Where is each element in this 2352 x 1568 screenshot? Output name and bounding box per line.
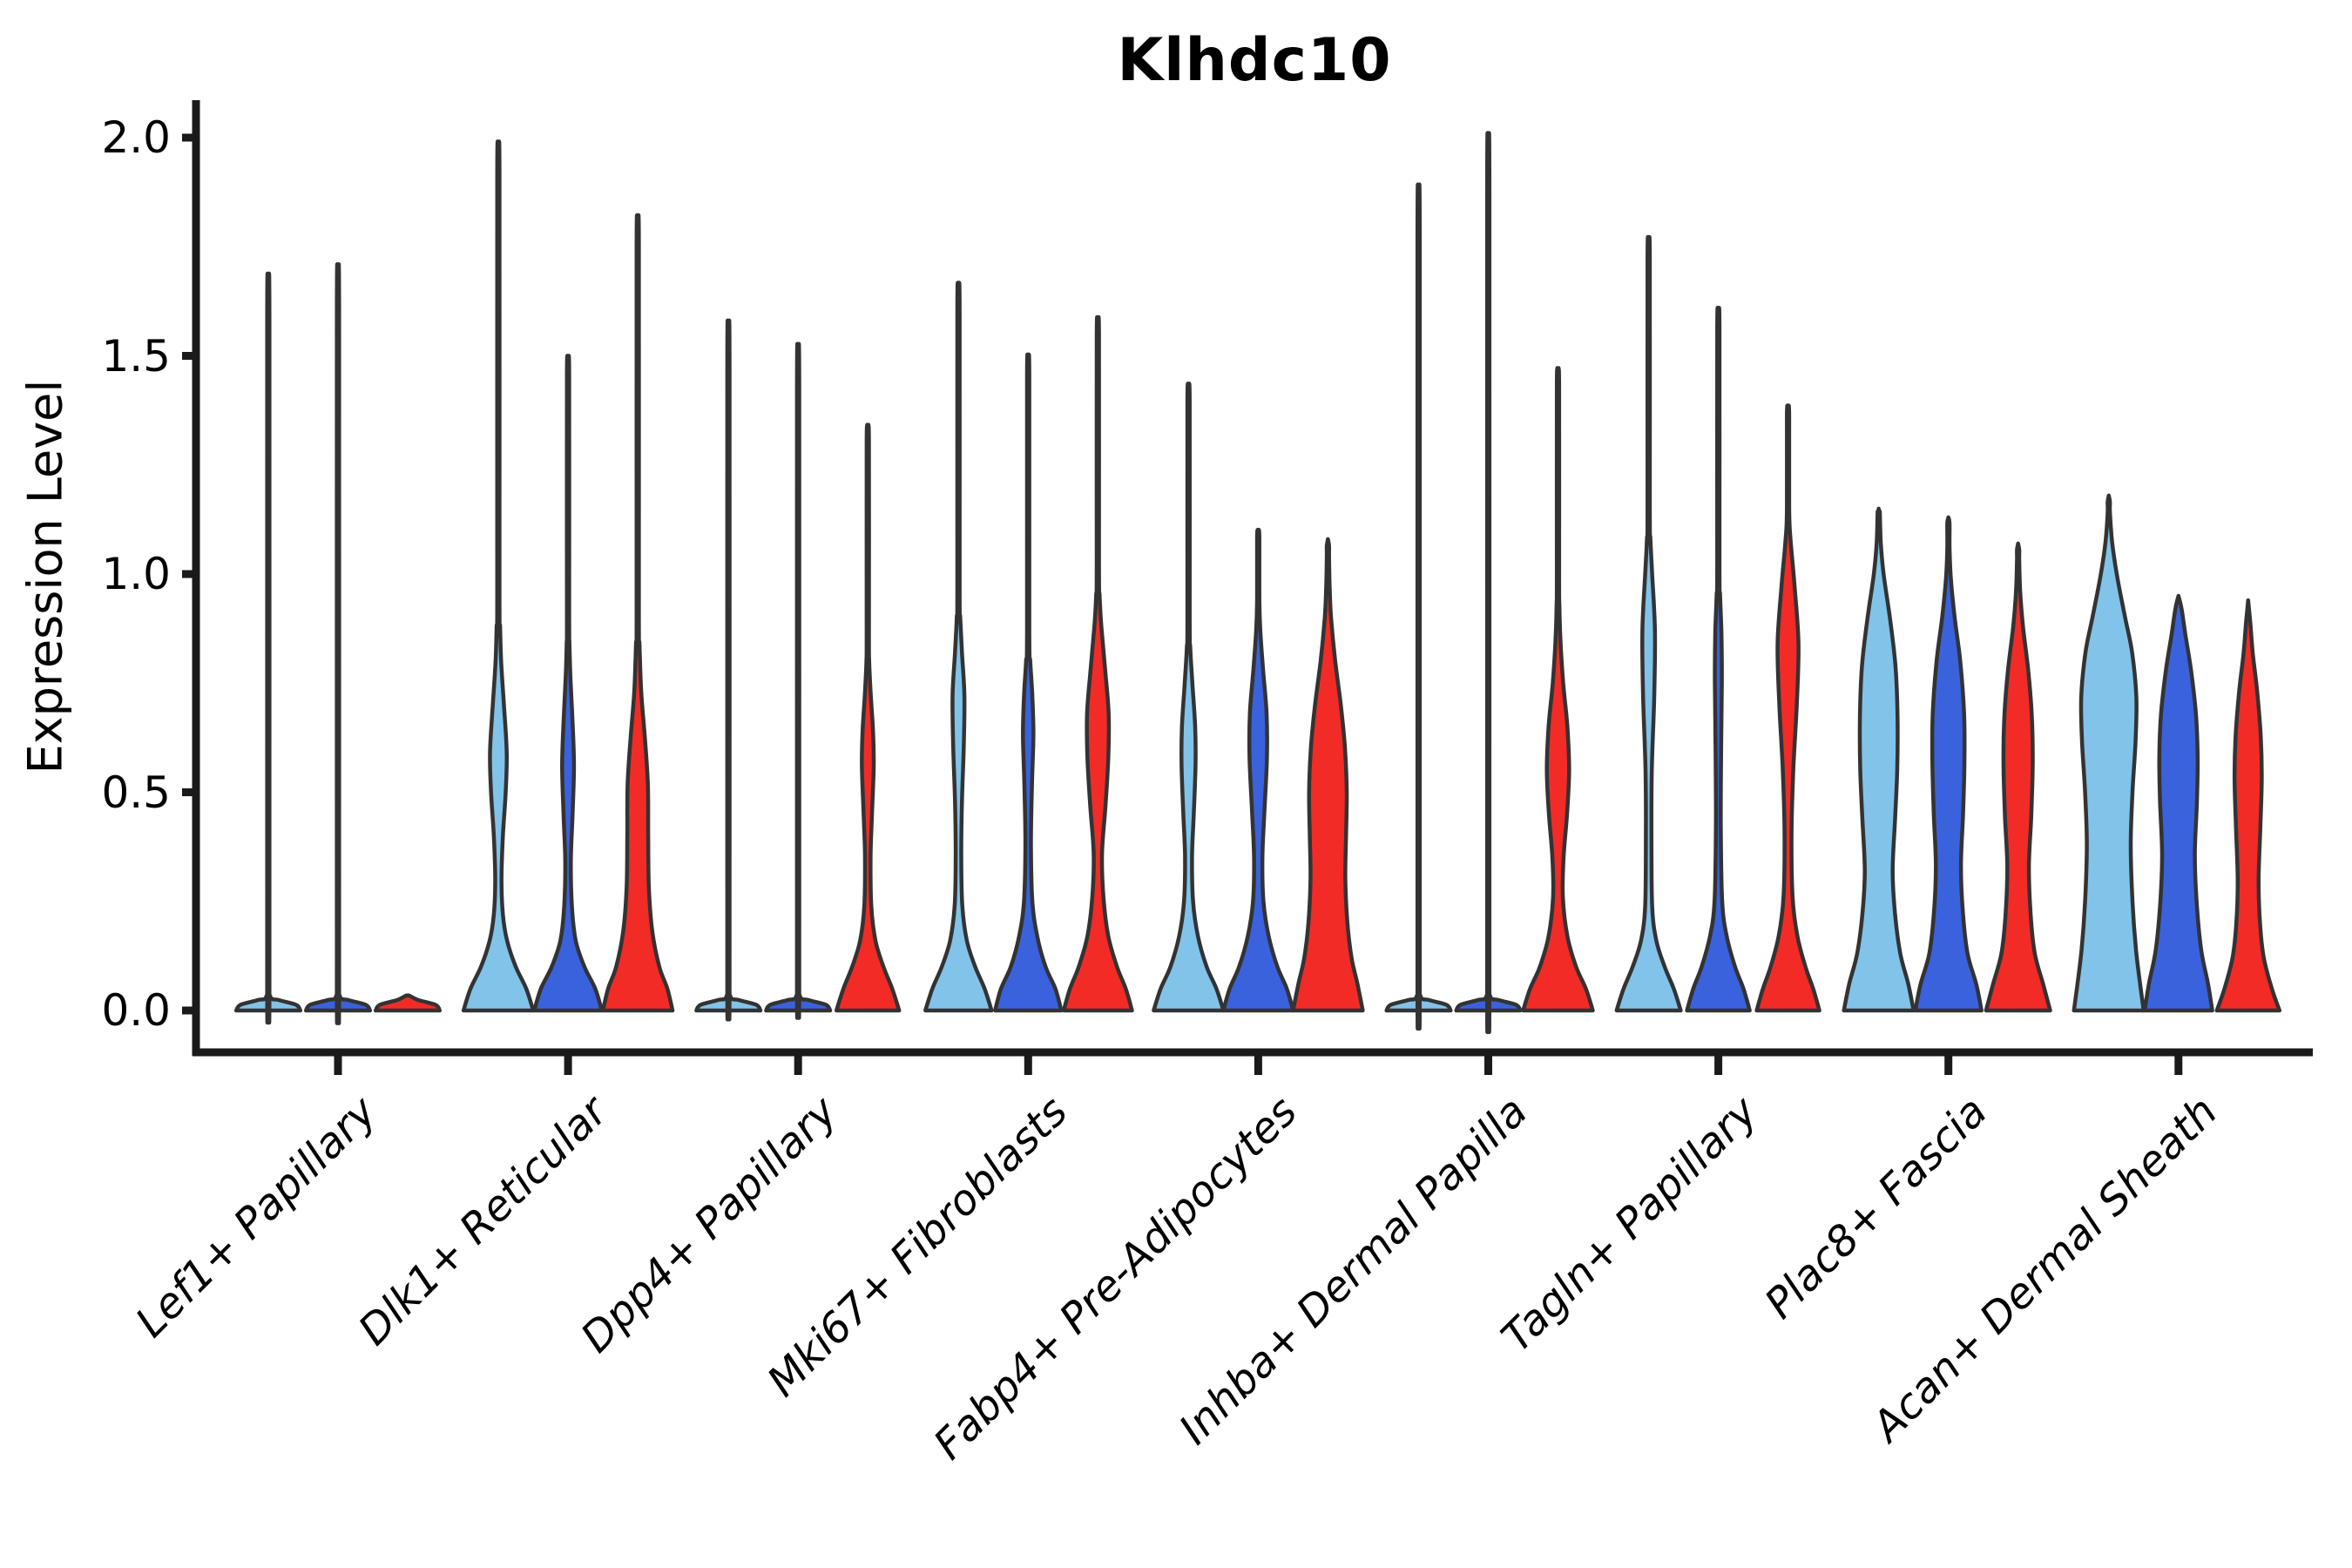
violin-dpp4-papillary-red — [834, 422, 902, 1013]
violin-inhba-dermal-papilla-light-blue — [1384, 182, 1453, 1031]
violin-lef1-papillary-dark-blue — [303, 262, 373, 1025]
violin-mki67-fibroblasts-light-blue — [923, 280, 994, 1013]
y-tick-label: 1.0 — [101, 549, 171, 599]
chart-title: Klhdc10 — [1117, 26, 1392, 95]
y-tick-label: 2.0 — [101, 112, 171, 163]
violin-plac8-fascia-dark-blue — [1913, 515, 1984, 1013]
violin-inhba-dermal-papilla-red — [1521, 366, 1595, 1013]
violin-mki67-fibroblasts-dark-blue — [993, 352, 1064, 1013]
violin-tagln-papillary-red — [1754, 403, 1821, 1013]
violin-acan-dermal-sheath-dark-blue — [2142, 593, 2214, 1013]
violin-dlk1-reticular-light-blue — [461, 139, 536, 1013]
y-tick-label: 0.5 — [101, 767, 171, 818]
violin-fabp4-pre-adipocytes-dark-blue — [1221, 527, 1295, 1013]
violin-dpp4-papillary-dark-blue — [764, 341, 833, 1020]
violin-plac8-fascia-light-blue — [1842, 506, 1916, 1013]
violin-fabp4-pre-adipocytes-red — [1291, 537, 1365, 1013]
violin-dlk1-reticular-red — [600, 213, 675, 1013]
violin-acan-dermal-sheath-red — [2214, 598, 2282, 1013]
violin-inhba-dermal-papilla-dark-blue — [1454, 131, 1523, 1034]
violin-plac8-fascia-red — [1984, 541, 2052, 1013]
violin-dlk1-reticular-dark-blue — [532, 354, 605, 1013]
violin-tagln-papillary-dark-blue — [1685, 306, 1752, 1013]
violin-acan-dermal-sheath-light-blue — [2072, 493, 2146, 1013]
violin-lef1-papillary-light-blue — [233, 272, 303, 1025]
y-tick-label: 1.5 — [101, 330, 171, 382]
violin-dpp4-papillary-light-blue — [694, 318, 763, 1022]
violin-fabp4-pre-adipocytes-light-blue — [1152, 382, 1226, 1013]
violin-tagln-papillary-light-blue — [1614, 234, 1683, 1013]
violin-mki67-fibroblasts-red — [1061, 314, 1134, 1013]
y-tick-label: 0.0 — [101, 985, 171, 1036]
violin-lef1-papillary-red — [373, 993, 443, 1013]
